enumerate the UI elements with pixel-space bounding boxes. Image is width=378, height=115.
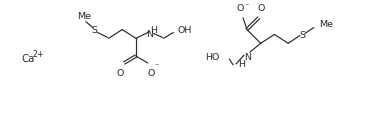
Text: O: O	[258, 4, 265, 13]
Text: Me: Me	[319, 20, 333, 29]
Text: O: O	[116, 68, 124, 77]
Text: 2+: 2+	[33, 49, 45, 58]
Text: ⁻: ⁻	[155, 62, 159, 71]
Text: H: H	[150, 25, 157, 34]
Text: O: O	[236, 4, 244, 13]
Text: N: N	[146, 30, 153, 39]
Text: ⁻: ⁻	[244, 2, 248, 11]
Text: OH: OH	[177, 26, 192, 35]
Text: O: O	[147, 68, 154, 77]
Text: S: S	[92, 26, 98, 35]
Text: S: S	[299, 31, 305, 40]
Text: Me: Me	[77, 12, 91, 21]
Text: N: N	[245, 52, 251, 61]
Text: HO: HO	[205, 52, 220, 61]
Text: H: H	[239, 59, 246, 68]
Text: Ca: Ca	[21, 54, 34, 63]
